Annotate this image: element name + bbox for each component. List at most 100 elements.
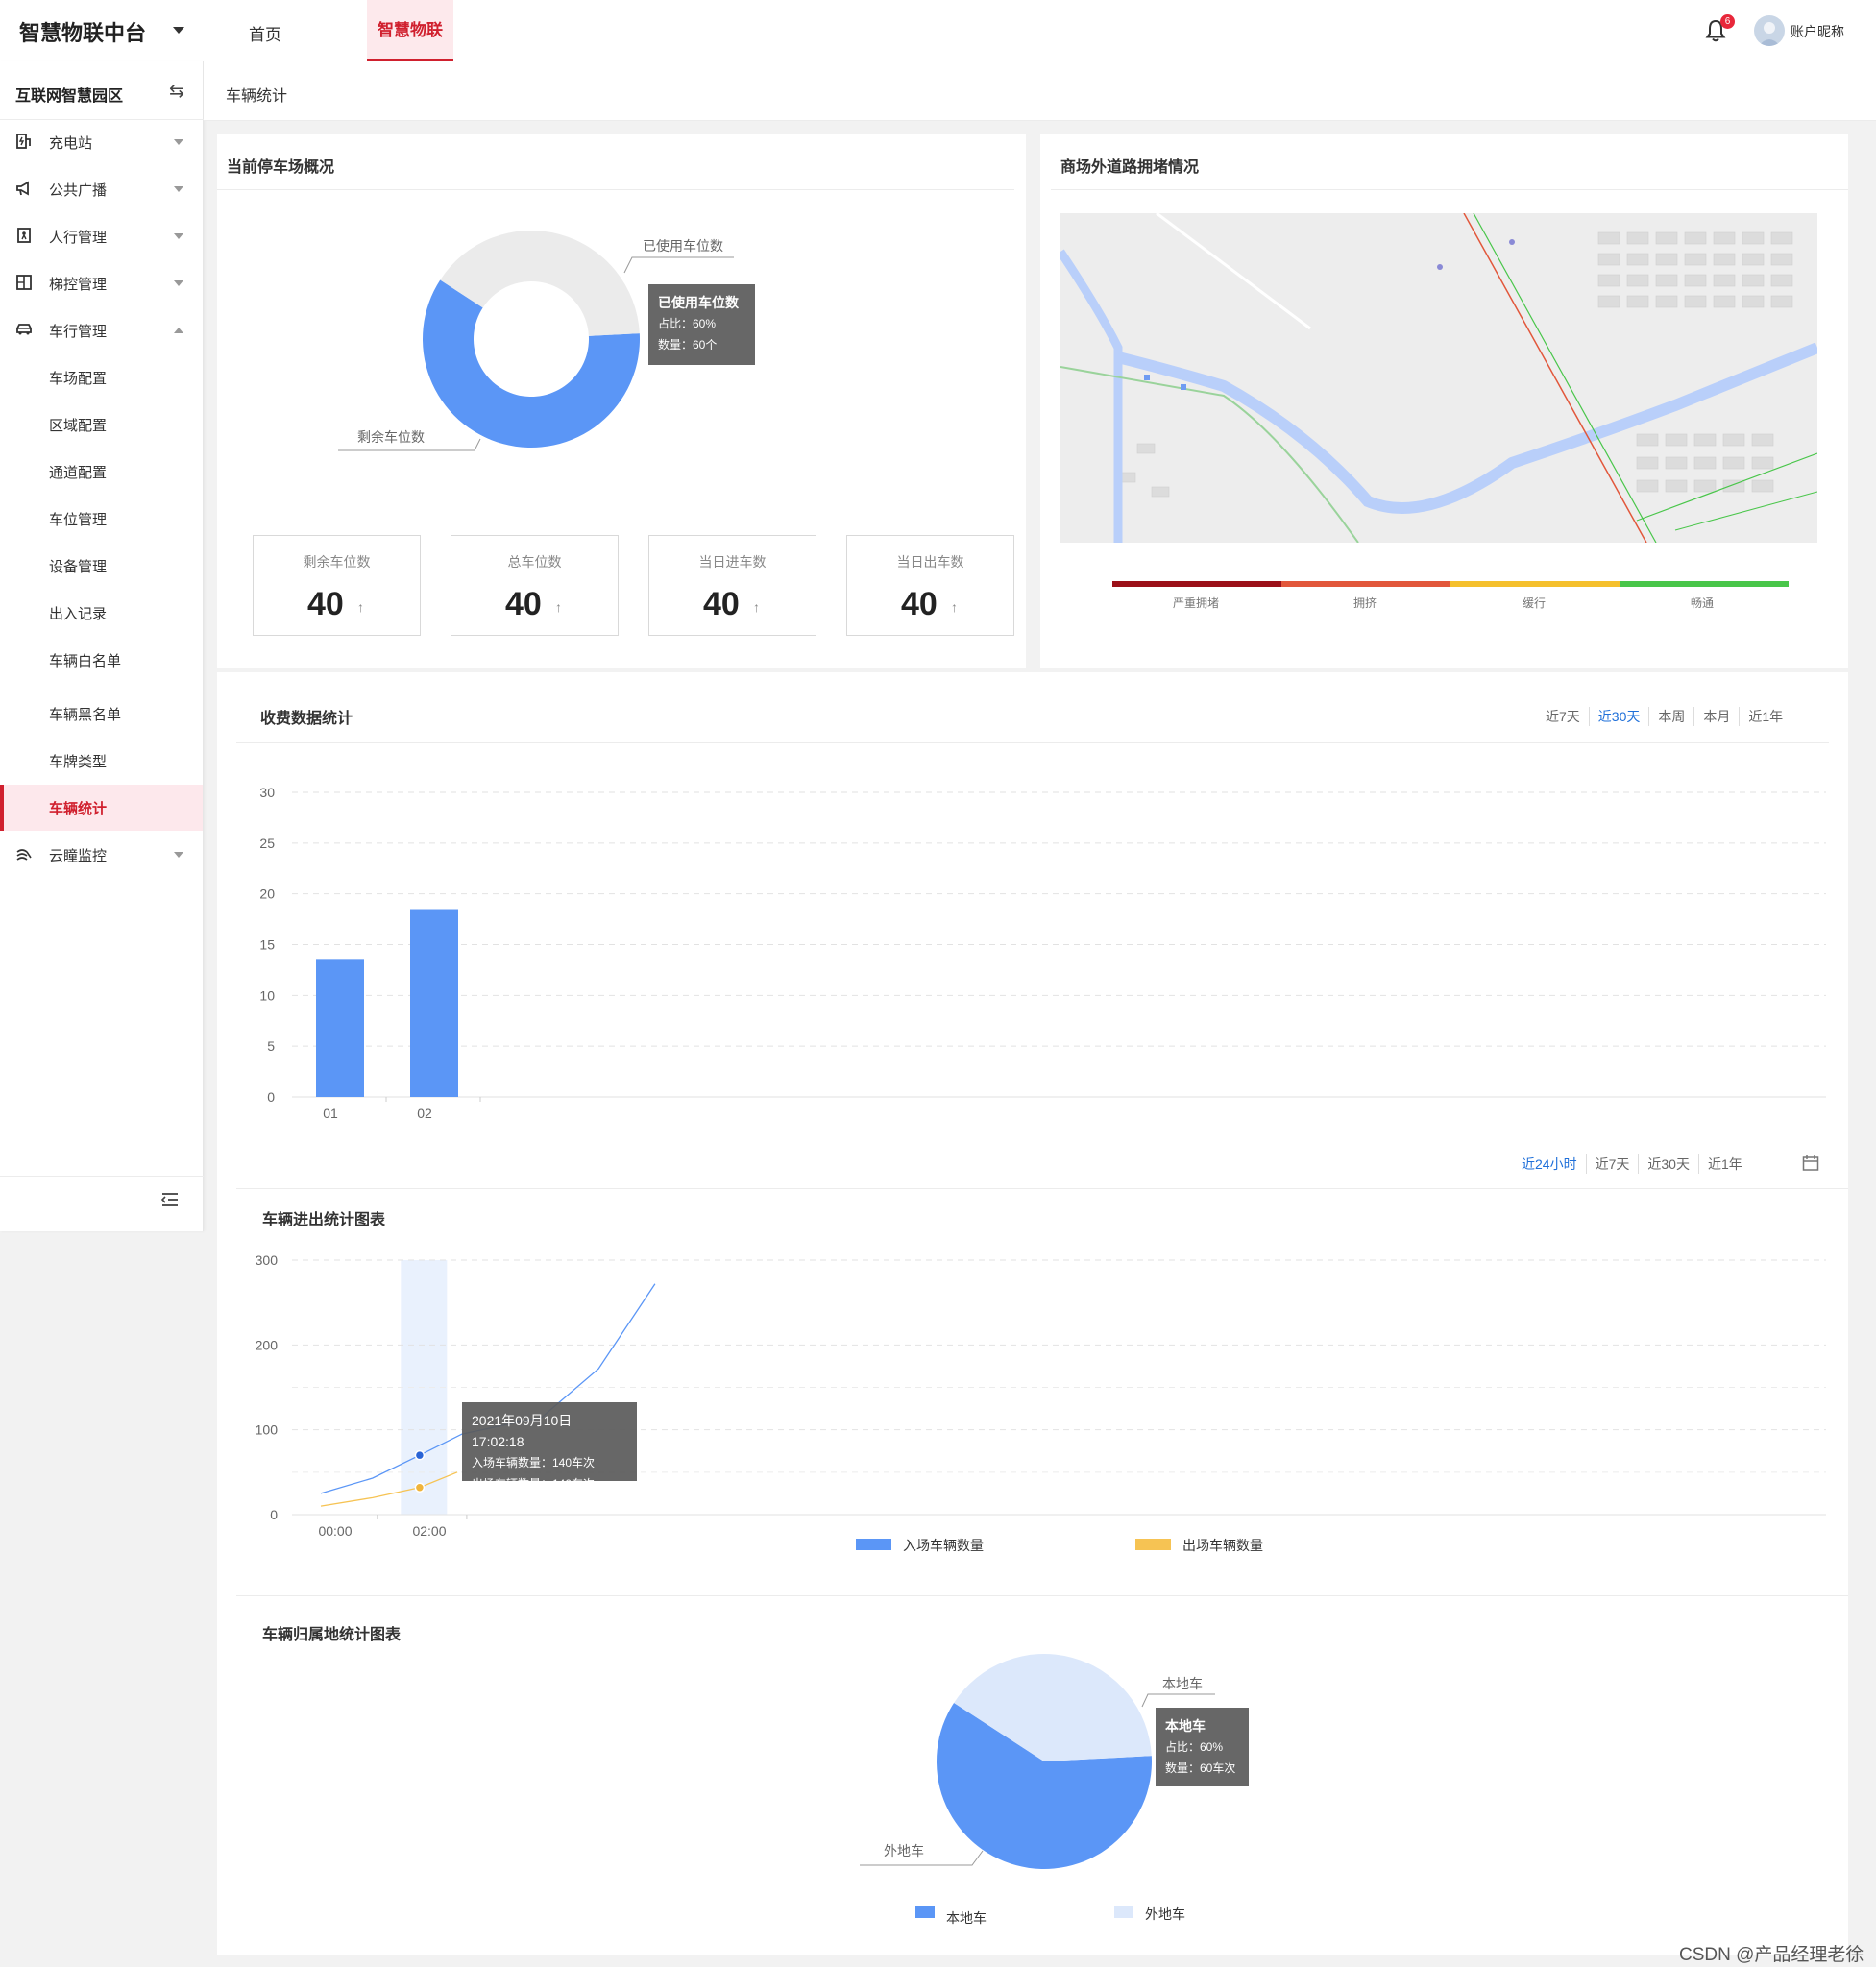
sidebar-subitem-device-mgmt[interactable]: 设备管理 [0,543,203,589]
megaphone-icon [16,181,29,196]
stat-label: 剩余车位数 [303,554,371,570]
top-bar: 智慧物联中台 首页 智慧物联 6 账户昵称 [0,0,1876,61]
fees-bar-chart: 0 5 10 15 20 25 30 01 02 [259,785,1826,1121]
tooltip-in-count: 入场车辆数量：140车次 [472,1456,596,1469]
donut-label-remaining: 剩余车位数 [357,429,425,445]
elevator-icon [16,275,32,290]
car-icon [16,324,32,335]
pie-slice[interactable] [440,231,640,336]
hover-point-in[interactable] [414,1449,426,1461]
tooltip-time: 2021年09月10日 17:02:18 [472,1413,573,1449]
range-24h[interactable]: 近24小时 [1522,1156,1577,1172]
hover-point-out[interactable] [414,1482,426,1493]
sidebar-subitem-vehicle-stats[interactable]: 车辆统计 [0,785,203,831]
chevron-down-icon [174,280,183,286]
pie-slice[interactable] [423,279,640,448]
nav-smart-iot[interactable]: 智慧物联 [367,0,453,61]
avatar[interactable] [1754,15,1785,46]
series-out-line[interactable] [320,1471,458,1507]
y-tick-label: 15 [259,937,275,953]
stat-value: 40 [307,586,344,622]
sidebar-item-charging[interactable]: 充电站 [0,119,203,165]
nav-home[interactable]: 首页 [249,26,281,44]
range-week[interactable]: 本周 [1648,707,1693,726]
sidebar-item-label: 梯控管理 [49,277,108,293]
bar[interactable] [316,959,364,1097]
origin-title: 车辆归属地统计图表 [262,1627,402,1643]
range-1y[interactable]: 近1年 [1739,707,1791,726]
range-30d[interactable]: 近30天 [1588,707,1649,726]
divider [0,119,204,120]
range-30d[interactable]: 近30天 [1638,1154,1698,1174]
sidebar-subitem-whitelist[interactable]: 车辆白名单 [0,637,203,683]
sidebar-subitem-zone-config[interactable]: 区域配置 [0,401,203,448]
legend-label-in: 入场车辆数量 [903,1538,984,1553]
congestion-segment [1620,581,1789,587]
legend-label-out: 出场车辆数量 [1182,1538,1263,1553]
pie-slice[interactable] [937,1703,1152,1869]
brand-dropdown-icon[interactable] [173,27,184,34]
legend-swatch-nonlocal [1114,1906,1133,1918]
chevron-down-icon [174,852,183,858]
parking-overview-title: 当前停车场概况 [227,159,335,176]
range-month[interactable]: 本月 [1693,707,1739,726]
sidebar-subitem-plate-type[interactable]: 车牌类型 [0,738,203,784]
sidebar-item-pedestrian[interactable]: 人行管理 [0,213,203,259]
tooltip-count: 数量：60个 [658,338,718,352]
collapse-menu-icon[interactable] [160,1191,180,1208]
sidebar-item-label: 车辆统计 [49,801,108,817]
legend-label-slow: 缓行 [1523,596,1547,610]
account-name[interactable]: 账户昵称 [1791,24,1844,39]
arrow-up-icon: ↑ [951,599,958,615]
range-7d[interactable]: 近7天 [1585,1154,1639,1174]
y-tick-label: 100 [256,1422,279,1438]
sidebar-subitem-lot-config[interactable]: 车场配置 [0,354,203,401]
leader-line [623,256,734,274]
sidebar-subitem-access-log[interactable]: 出入记录 [0,590,203,636]
donut-tooltip: 已使用车位数 占比：60% 数量：60个 [648,284,755,365]
traffic-map[interactable] [1060,213,1817,543]
sidebar-subitem-blacklist[interactable]: 车辆黑名单 [0,691,203,737]
legend-label-local: 本地车 [946,1910,987,1926]
fees-range-selector: 近7天 近30天 本周 本月 近1年 [1537,707,1791,726]
bell-icon[interactable] [1705,19,1726,42]
congestion-segment [1112,581,1281,587]
range-7d[interactable]: 近7天 [1546,709,1580,724]
pie-slice[interactable] [954,1654,1152,1761]
sidebar-item-label: 区域配置 [49,418,108,434]
divider [236,1595,1848,1596]
leader-line [338,438,481,451]
range-1y[interactable]: 近1年 [1697,1154,1751,1174]
bar[interactable] [410,909,458,1097]
divider [217,189,1014,190]
calendar-icon[interactable] [1802,1154,1819,1172]
legend-label-nonlocal: 外地车 [1145,1906,1185,1922]
flow-title: 车辆进出统计图表 [262,1212,386,1228]
sidebar-item-label: 车辆白名单 [49,653,122,669]
legend-label-crowded: 拥挤 [1353,596,1377,610]
y-tick-label: 10 [259,987,275,1003]
divider [236,742,1829,743]
sidebar-item-vehicle[interactable]: 车行管理 [0,307,203,353]
x-tick-label: 02 [417,1105,432,1121]
x-tick-label: 01 [323,1105,338,1121]
flow-tooltip: 2021年09月10日 17:02:18 入场车辆数量：140车次 出场车辆数量… [462,1402,637,1491]
switch-icon[interactable]: ⇆ [169,82,184,102]
pie-tooltip: 本地车 占比：60% 数量：60车次 [1156,1708,1249,1786]
legend-label-severe: 严重拥堵 [1173,596,1220,610]
sidebar: 互联网智慧园区 ⇆ 充电站 公共广播 人行管理 梯控管理 车行管理 车场配置 区… [0,61,204,1231]
sidebar-item-broadcast[interactable]: 公共广播 [0,166,203,212]
arrow-up-icon: ↑ [357,599,364,615]
chevron-down-icon [174,186,183,192]
origin-pie-chart: 本地车 外地车 [860,1654,1215,1869]
sidebar-item-label: 人行管理 [49,230,108,246]
brand-title[interactable]: 智慧物联中台 [19,21,147,45]
stat-label: 总车位数 [507,554,562,570]
sidebar-item-elevator[interactable]: 梯控管理 [0,260,203,306]
sidebar-item-monitor[interactable]: 云瞳监控 [0,832,203,878]
sidebar-item-label: 车辆黑名单 [49,707,122,723]
sidebar-subitem-space-mgmt[interactable]: 车位管理 [0,496,203,542]
sidebar-item-label: 车位管理 [49,512,108,528]
chevron-down-icon [174,233,183,239]
sidebar-subitem-lane-config[interactable]: 通道配置 [0,449,203,495]
